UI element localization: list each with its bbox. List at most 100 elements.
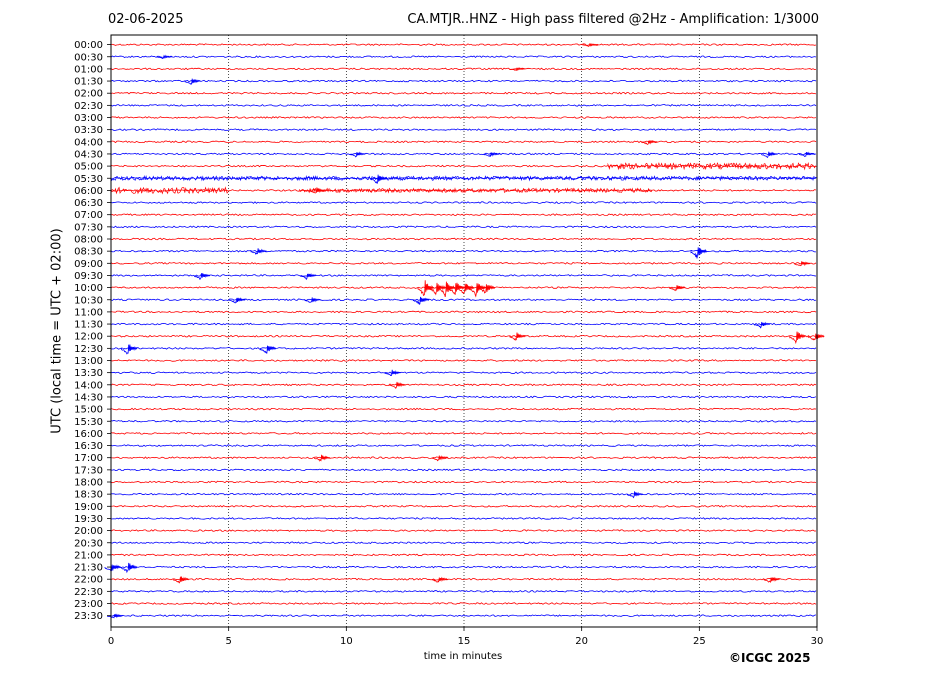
y-tick-label: 18:30 [74,490,103,501]
trace-row [110,116,817,119]
event-signal [438,281,456,298]
event-signal [754,321,771,329]
y-tick-label: 10:00 [74,283,103,294]
y-tick-label: 05:30 [74,174,103,185]
trace-row [110,529,817,533]
y-tick-label: 00:00 [74,40,103,51]
event-signal [509,332,526,341]
event-signal [384,369,401,377]
y-tick-label: 00:30 [74,52,103,63]
y-tick-label: 02:00 [74,89,103,100]
trace-row [110,480,817,484]
y-tick-label: 04:00 [74,137,103,148]
trace-row [110,67,817,71]
event-signal [582,42,599,47]
y-tick-label: 19:00 [74,502,103,513]
y-tick-label: 20:00 [74,526,103,537]
y-tick-label: 16:00 [74,429,103,440]
x-axis-label: time in minutes [423,651,503,662]
trace-row [110,589,817,593]
trace-row [110,577,817,581]
event-signal [641,139,658,145]
event-signal [259,345,277,354]
trace-row [110,614,817,617]
trace-row [110,55,817,59]
event-signal [349,151,366,158]
trace-row [110,274,817,277]
x-tick-label: 5 [225,636,231,647]
event-signal [194,273,211,280]
trace-row [110,91,817,95]
event-signal [627,491,644,499]
event-signal [448,282,465,295]
event-signal [172,576,190,584]
event-signal [798,151,816,158]
event-signal [789,331,806,345]
y-tick-label: 22:30 [74,587,103,598]
trace-group [104,42,825,619]
event-signal [483,152,500,158]
y-tick-label: 07:00 [74,210,103,221]
trace-row [110,432,817,435]
event-signal [304,297,321,303]
event-signal [690,247,707,259]
trace-row [110,407,817,411]
trace-row [110,395,817,399]
y-tick-label: 12:30 [74,344,103,355]
y-tick-label: 16:30 [74,441,103,452]
event-signal [429,282,446,296]
trace-row [110,334,817,338]
y-tick-label: 19:30 [74,514,103,525]
event-signal [156,54,173,60]
event-signal [417,280,434,296]
event-signal [389,381,406,390]
event-signal [509,67,526,72]
trace-row [110,213,817,216]
trace-row [110,553,817,557]
y-tick-label: 11:30 [74,320,103,331]
trace-row [110,201,817,204]
x-tick-label: 10 [340,636,353,647]
trace-row [110,79,817,83]
event-signal [763,576,780,583]
event-signal [299,272,317,281]
trace-row [110,517,817,520]
trace-row [110,104,817,107]
trace-row [110,468,817,472]
trace-row [110,602,817,605]
trace-row [110,128,817,131]
trace-row [110,310,817,314]
y-tick-label: 06:00 [74,186,103,197]
trace-row [110,225,817,229]
event-signal [808,333,825,341]
event-signal [669,285,686,292]
chart-title: CA.MTJR..HNZ - High pass filtered @2Hz -… [407,12,819,27]
y-tick-label: 13:00 [74,356,103,367]
trace-row [110,140,817,144]
event-signal [469,283,486,298]
y-tick-label: 01:00 [74,64,103,75]
y-tick-label: 02:30 [74,101,103,112]
y-tick-label: 14:30 [74,392,103,403]
event-signal [370,174,387,184]
y-tick-label: 22:00 [74,575,103,586]
y-tick-label: 10:30 [74,295,103,306]
noise-band [110,186,229,195]
y-tick-label: 15:30 [74,417,103,428]
x-tick-label: 0 [108,636,114,647]
event-signal [229,297,246,304]
y-tick-label: 11:00 [74,307,103,318]
y-tick-label: 21:30 [74,563,103,574]
trace-row [110,347,817,350]
trace-row [110,383,817,387]
x-ticks: 0 5 10 15 20 25 30 [108,627,823,647]
y-tick-label: 14:00 [74,380,103,391]
event-signal [184,78,201,85]
y-tick-label: 17:30 [74,465,103,476]
x-tick-label: 20 [575,636,588,647]
y-tick-label: 06:30 [74,198,103,209]
trace-row [110,322,817,326]
y-tick-label: 20:30 [74,538,103,549]
event-signal [794,261,811,267]
